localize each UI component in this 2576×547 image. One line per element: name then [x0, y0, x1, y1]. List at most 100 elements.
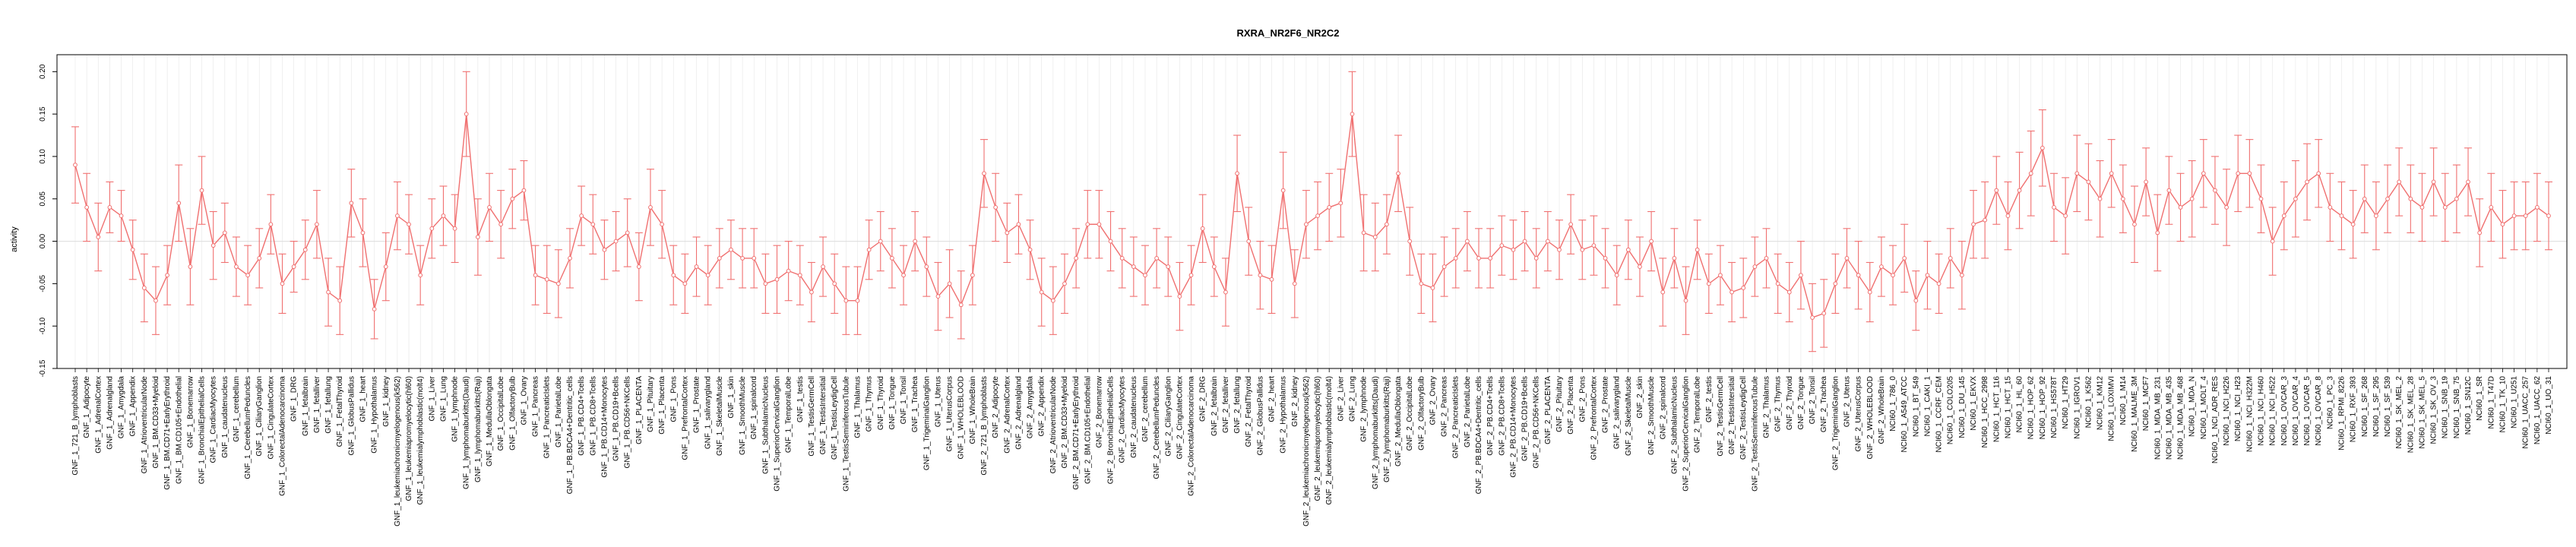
- x-tick-label: GNF_1_kidney: [382, 376, 391, 427]
- x-tick-label: GNF_1_heart: [359, 376, 367, 422]
- x-tick-label: GNF_1_fetalliver: [313, 375, 321, 433]
- data-points: [73, 112, 2551, 320]
- data-point: [2523, 213, 2528, 218]
- data-point: [1430, 286, 1435, 290]
- data-point: [1154, 255, 1160, 261]
- x-tick-label: GNF_2_CiliaryGanglion: [1164, 376, 1172, 457]
- data-point: [1108, 239, 1113, 244]
- x-tick-label: GNF_2_BM.CD71+EarlyErythroid: [1072, 376, 1081, 490]
- data-point: [2454, 196, 2459, 201]
- data-point: [1143, 273, 1147, 278]
- x-tick-label: GNF_2_OccipitalLobe: [1406, 376, 1414, 451]
- data-point: [913, 239, 918, 244]
- data-point: [302, 247, 308, 252]
- x-tick-label: NCI60_1_U251: [2511, 376, 2519, 428]
- x-tick-label: GNF_1_CingulateCortex: [267, 376, 275, 460]
- x-tick-label: GNF_1_GlobusPallidus: [347, 376, 356, 455]
- x-tick-label: GNF_2_BM.CD105+Endothelial: [1084, 376, 1092, 484]
- x-tick-label: NCI60_1_HCT_15: [2004, 376, 2012, 439]
- x-tick-label: GNF_2_salivarygland: [1613, 376, 1622, 449]
- data-point: [1936, 281, 1941, 286]
- x-tick-label: GNF_2_Bonemarrow: [1095, 375, 1103, 447]
- data-point: [1396, 171, 1400, 176]
- y-tick-label: 0.05: [39, 191, 47, 207]
- x-tick-label: GNF_1_Appendix: [129, 376, 138, 437]
- data-point: [866, 247, 872, 252]
- data-point: [1085, 222, 1090, 227]
- data-point: [1062, 281, 1067, 286]
- y-tick-label: 0.00: [39, 233, 47, 248]
- x-tick-label: GNF_2_PB.CD19+Bcells: [1521, 376, 1530, 461]
- x-tick-label: NCI60_1_SN12C: [2464, 376, 2473, 435]
- x-tick-label: NCI60_1_IGROV1: [2073, 376, 2081, 439]
- x-tick-label: NCI60_1_SF_268: [2361, 376, 2369, 437]
- data-point: [1177, 294, 1182, 299]
- data-point: [2132, 222, 2137, 227]
- x-tick-label: GNF_2_TestisGermCell: [1717, 376, 1725, 457]
- x-tick-label: NCI60_1_EKVX: [1970, 376, 1978, 431]
- x-tick-label: GNF_2_Trachea: [1820, 376, 1828, 433]
- x-tick-label: GNF_1_Bonemarrow: [186, 375, 195, 447]
- x-tick-label: GNF_1_CiliaryGanglion: [255, 376, 264, 457]
- data-point: [2500, 222, 2505, 227]
- x-tick-label: GNF_2_UterusCorpus: [1855, 376, 1863, 451]
- x-tick-label: GNF_1_OccipitalLobe: [497, 376, 505, 451]
- x-tick-label: GNF_2_AdrenalCortex: [1003, 376, 1011, 454]
- x-tick-label: NCI60_1_HOP_62: [2027, 376, 2036, 440]
- x-tick-label: GNF_2_Thymus: [1774, 376, 1783, 432]
- x-tick-label: GNF_1_Ovary: [520, 376, 528, 425]
- x-tick-label: GNF_1_BronchialEpithelialCells: [198, 376, 207, 484]
- x-tick-label: GNF_2_GlobusPallidus: [1256, 376, 1264, 456]
- data-point: [464, 112, 469, 117]
- x-tick-label: GNF_2_Thyroid: [1786, 376, 1794, 430]
- x-tick-label: GNF_1_721_B_lymphoblasts: [71, 376, 80, 476]
- x-tick-label: GNF_2_fetalbrain: [1210, 376, 1219, 436]
- data-point: [1786, 289, 1792, 295]
- data-point: [429, 226, 435, 231]
- x-tick-label: NCI60_1_MDA_MB_435: [2165, 376, 2173, 460]
- x-tick-label: GNF_1_AtrioventricularNode: [141, 376, 149, 474]
- data-point: [2155, 230, 2160, 236]
- data-point: [372, 306, 377, 311]
- data-point: [1315, 213, 1320, 218]
- x-tick-label: GNF_1_PrefrontalCortex: [681, 376, 689, 460]
- data-point: [590, 222, 596, 227]
- x-tick-label: NCI60_1_SF_539: [2384, 376, 2392, 437]
- x-tick-label: GNF_2_SkeletalMuscle: [1625, 376, 1633, 456]
- x-tick-label: GNF_1_DRG: [290, 376, 299, 422]
- data-point: [2258, 196, 2264, 201]
- x-tick-label: NCI60_1_M14: [2119, 376, 2128, 425]
- data-point: [2040, 145, 2045, 150]
- data-point: [349, 201, 354, 206]
- x-tick-label: GNF_2_leukemiapromyelocytic(hl60): [1314, 376, 1322, 501]
- data-point: [1614, 273, 1619, 278]
- data-point: [2534, 205, 2540, 210]
- data-point: [199, 188, 204, 193]
- x-tick-label: GNF_2_ColorectalAdenocarcinoma: [1188, 376, 1196, 496]
- data-point: [1005, 230, 1010, 236]
- data-point: [395, 213, 400, 218]
- x-tick-label: GNF_2_Amygdala: [1027, 376, 1035, 439]
- x-tick-label: NCI60_1_OVCAR_3: [2280, 376, 2289, 446]
- data-point: [1385, 222, 1389, 227]
- x-tick-label: GNF_2_CardiacMyocytes: [1119, 376, 1127, 463]
- data-point: [671, 273, 676, 278]
- data-point: [855, 298, 860, 303]
- data-point: [2431, 179, 2436, 185]
- data-point: [2305, 179, 2309, 185]
- data-point: [130, 247, 135, 252]
- data-point: [1683, 298, 1688, 303]
- data-point: [1799, 273, 1803, 278]
- x-tick-label: GNF_1_testis: [796, 376, 805, 422]
- x-tick-label: GNF_2_TestisIntersitial: [1728, 376, 1736, 454]
- x-tick-label: NCI60_1_LOXIMVI: [2108, 376, 2116, 441]
- data-point: [2052, 205, 2056, 210]
- x-tick-label: GNF_1_WHOLEBLOOD: [957, 376, 966, 459]
- x-tick-label: NCI60_1_HOP_92: [2039, 376, 2047, 440]
- x-tick-label: NCI60_1_RPMI_8226: [2337, 376, 2346, 451]
- data-point: [1372, 235, 1378, 239]
- data-point: [613, 239, 619, 244]
- x-tick-label: GNF_2_cerebellum: [1141, 376, 1150, 442]
- data-point: [2419, 205, 2425, 210]
- data-point: [360, 230, 366, 236]
